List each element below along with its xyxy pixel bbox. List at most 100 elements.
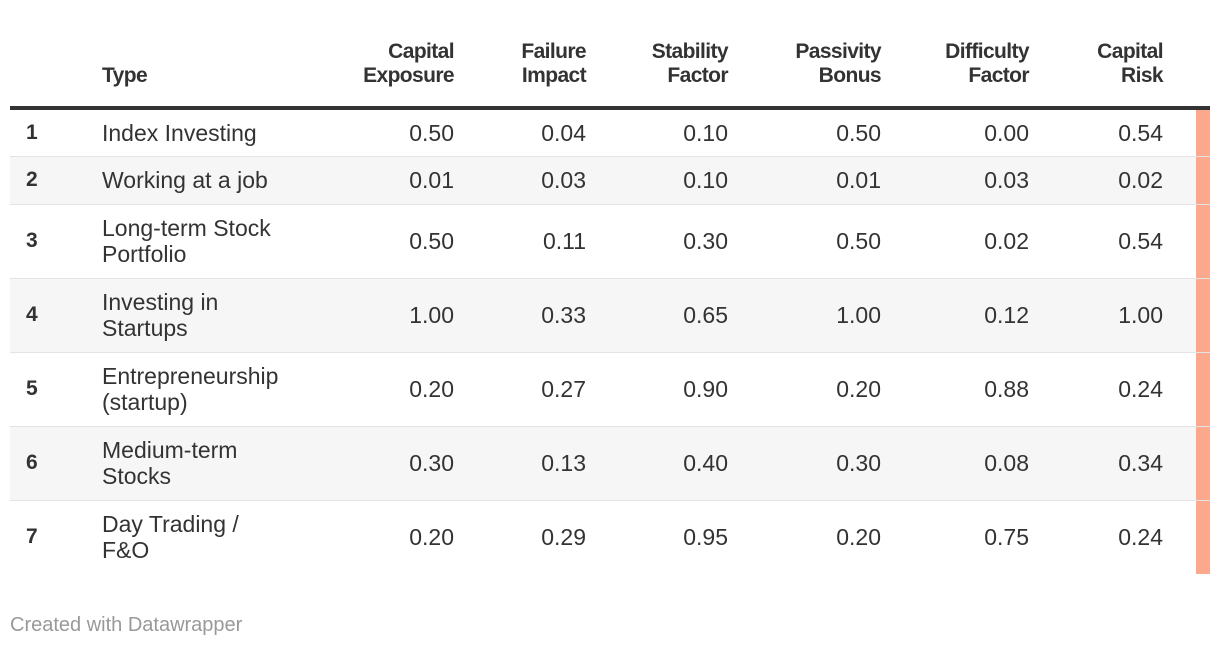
cell-capital-risk: 1.00 bbox=[1118, 302, 1163, 328]
row-type-line: Index Investing bbox=[102, 119, 257, 146]
cell-capital-risk: 0.24 bbox=[1118, 376, 1163, 402]
table-row: 3 Long-term Stock Portfolio 0.50 0.11 0.30 0.5… bbox=[10, 204, 1210, 278]
cell-capital-risk: 0.54 bbox=[1118, 119, 1163, 146]
row-type-line: Entrepreneurship bbox=[102, 363, 279, 389]
cell-capital-risk: 0.24 bbox=[1118, 524, 1163, 551]
cell-passivity-bonus: 0.20 bbox=[836, 524, 881, 551]
row-type-line: F&O bbox=[102, 537, 150, 564]
table-row: 2 Working at a job 0.01 0.03 0.10 0.01 0.03 0.0… bbox=[10, 156, 1210, 204]
row-index: 3 bbox=[26, 229, 38, 252]
row-index: 5 bbox=[26, 377, 38, 400]
cell-stability-factor: 0.95 bbox=[683, 524, 728, 551]
cell-passivity-bonus: 0.30 bbox=[836, 450, 881, 476]
table-row: 5 Entrepreneurship (startup) 0.20 0.27 0.90 0.… bbox=[10, 352, 1210, 426]
cell-capital-risk: 0.02 bbox=[1118, 167, 1163, 193]
cell-capital-exposure: 0.20 bbox=[409, 376, 454, 402]
header-capital-risk-line1: Capital bbox=[1097, 40, 1163, 63]
row-type: Day Trading / F&O bbox=[102, 500, 342, 574]
cell-failure-impact: 0.03 bbox=[541, 167, 586, 193]
row-type: Entrepreneurship (startup) bbox=[102, 352, 342, 426]
header-failure-impact-line1: Failure bbox=[521, 40, 586, 63]
cell-capital-exposure: 0.01 bbox=[409, 167, 454, 193]
cell-capital-exposure: 0.20 bbox=[409, 524, 454, 551]
header-stability-factor-line1: Stability bbox=[651, 40, 729, 63]
row-index: 2 bbox=[26, 168, 38, 191]
header-capital-risk: Capital Risk bbox=[1029, 40, 1163, 108]
header-capital-risk-line2: Risk bbox=[1121, 64, 1164, 87]
row-accent-cell bbox=[1163, 500, 1210, 574]
row-accent-cell bbox=[1163, 426, 1210, 500]
row-type-line: Medium-term bbox=[102, 437, 238, 463]
table-row: 4 Investing in Startups 1.00 0.33 0.65 1.00 0.1… bbox=[10, 278, 1210, 352]
table-row: 7 Day Trading / F&O 0.20 0.29 0.95 0.20 0.75 0.2… bbox=[10, 500, 1210, 574]
data-table-container: Type Capital Exposure Failure Impact Sta… bbox=[10, 40, 1210, 574]
row-type: Index Investing bbox=[102, 108, 342, 156]
table-header: Type Capital Exposure Failure Impact Sta… bbox=[10, 40, 1210, 108]
cell-capital-exposure: 0.30 bbox=[409, 450, 454, 476]
header-failure-impact-line2: Impact bbox=[521, 64, 587, 87]
cell-stability-factor: 0.30 bbox=[683, 228, 728, 254]
row-accent-bar bbox=[1196, 500, 1210, 574]
row-accent-cell bbox=[1163, 108, 1210, 156]
header-row: Type Capital Exposure Failure Impact Sta… bbox=[10, 40, 1210, 108]
row-accent-cell bbox=[1163, 156, 1210, 204]
cell-difficulty-factor: 0.12 bbox=[984, 302, 1029, 328]
row-type-line: Portfolio bbox=[102, 241, 187, 267]
cell-passivity-bonus: 1.00 bbox=[836, 302, 881, 328]
header-capital-exposure-line2: Exposure bbox=[363, 64, 455, 87]
row-type-line: Working at a job bbox=[102, 167, 268, 193]
row-type-line: Day Trading / bbox=[102, 511, 239, 538]
cell-difficulty-factor: 0.03 bbox=[984, 167, 1029, 193]
cell-capital-exposure: 0.50 bbox=[409, 228, 454, 254]
header-stability-factor-line2: Factor bbox=[667, 64, 728, 87]
cell-failure-impact: 0.33 bbox=[541, 302, 586, 328]
row-type-line: Long-term Stock bbox=[102, 215, 271, 241]
cell-difficulty-factor: 0.75 bbox=[984, 524, 1029, 551]
header-difficulty-factor-line1: Difficulty bbox=[945, 40, 1029, 63]
cell-capital-risk: 0.54 bbox=[1118, 228, 1163, 254]
row-type-line: (startup) bbox=[102, 389, 188, 415]
row-accent-bar bbox=[1196, 110, 1210, 156]
header-stability-factor: Stability Factor bbox=[586, 40, 729, 108]
header-type: Type bbox=[102, 40, 342, 108]
header-failure-impact: Failure Impact bbox=[454, 40, 586, 108]
cell-capital-risk: 0.34 bbox=[1118, 450, 1163, 476]
footer-credit: Created with Datawrapper bbox=[10, 614, 243, 636]
cell-failure-impact: 0.27 bbox=[541, 376, 586, 402]
header-capital-exposure: Capital Exposure bbox=[342, 40, 455, 108]
header-type-label: Type bbox=[102, 64, 148, 87]
cell-difficulty-factor: 0.88 bbox=[984, 376, 1029, 402]
cell-passivity-bonus: 0.20 bbox=[836, 376, 881, 402]
cell-stability-factor: 0.65 bbox=[683, 302, 728, 328]
cell-stability-factor: 0.10 bbox=[683, 119, 728, 146]
cell-stability-factor: 0.10 bbox=[683, 167, 728, 193]
row-type-line: Startups bbox=[102, 315, 188, 341]
cell-capital-exposure: 0.50 bbox=[409, 119, 454, 146]
cell-difficulty-factor: 0.08 bbox=[984, 450, 1029, 476]
cell-failure-impact: 0.04 bbox=[541, 119, 586, 146]
cell-passivity-bonus: 0.50 bbox=[836, 228, 881, 254]
row-type-line: Investing in bbox=[102, 289, 219, 315]
header-passivity-bonus: Passivity Bonus bbox=[728, 40, 881, 108]
row-accent-cell bbox=[1163, 352, 1210, 426]
row-index: 1 bbox=[26, 120, 38, 144]
table-row: 6 Medium-term Stocks 0.30 0.13 0.40 0.30 0.08 0.… bbox=[10, 426, 1210, 500]
cell-stability-factor: 0.40 bbox=[683, 450, 728, 476]
header-index bbox=[10, 40, 102, 108]
row-accent-bar bbox=[1196, 156, 1210, 204]
row-type-line: Stocks bbox=[102, 463, 172, 489]
cell-difficulty-factor: 0.02 bbox=[984, 228, 1029, 254]
row-accent-cell bbox=[1163, 278, 1210, 352]
cell-capital-exposure: 1.00 bbox=[409, 302, 454, 328]
cell-failure-impact: 0.29 bbox=[541, 524, 586, 551]
row-type: Medium-term Stocks bbox=[102, 426, 342, 500]
cell-passivity-bonus: 0.01 bbox=[836, 167, 881, 193]
header-difficulty-factor-line2: Factor bbox=[968, 64, 1029, 87]
cell-difficulty-factor: 0.00 bbox=[984, 119, 1029, 146]
row-type: Working at a job bbox=[102, 156, 342, 204]
row-index: 7 bbox=[26, 525, 38, 549]
header-bar bbox=[1163, 40, 1210, 108]
row-type: Long-term Stock Portfolio bbox=[102, 204, 342, 278]
row-accent-bar bbox=[1196, 204, 1210, 278]
row-index: 6 bbox=[26, 451, 38, 474]
